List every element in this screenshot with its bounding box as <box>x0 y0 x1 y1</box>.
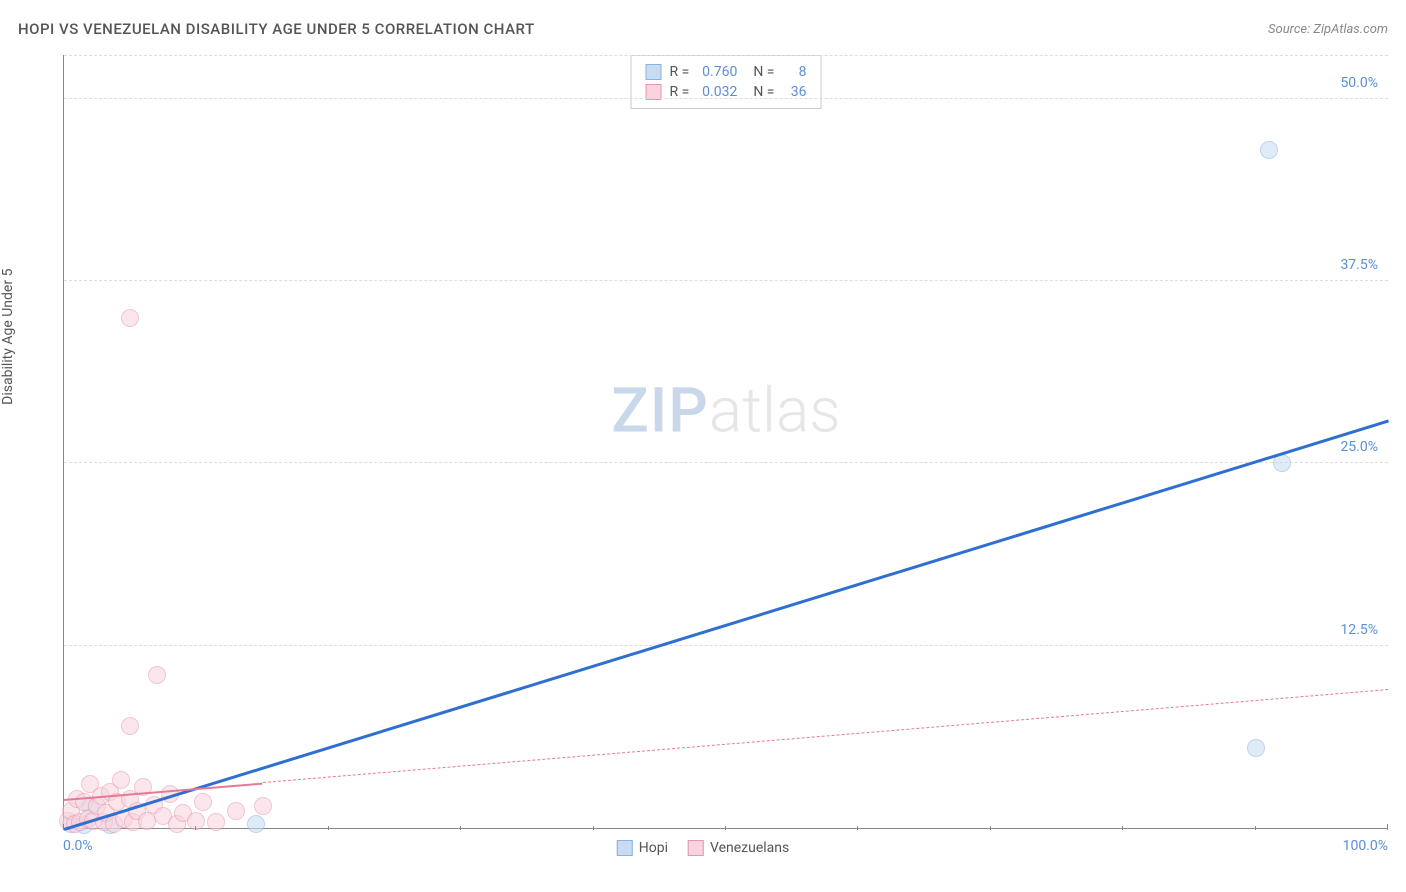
chart-header: HOPI VS VENEZUELAN DISABILITY AGE UNDER … <box>18 20 1388 38</box>
xtick-major <box>1387 824 1388 830</box>
legend-label: Hopi <box>639 840 668 856</box>
data-point-venezuelans <box>254 797 272 815</box>
watermark: ZIPatlas <box>611 374 840 447</box>
legend-swatch <box>688 840 704 856</box>
gridline <box>64 462 1388 463</box>
plot-area: ZIPatlas R = 0.760 N = 8 R =0.032N =36 12.5%… <box>63 55 1388 829</box>
xtick-minor <box>328 826 329 830</box>
stat-r-value: 0.760 <box>697 64 737 80</box>
data-point-venezuelans <box>207 813 225 831</box>
stats-row: R = 0.760 N = 8 <box>646 62 807 82</box>
legend-item: Hopi <box>617 840 668 856</box>
ytick-label: 37.5% <box>1340 257 1378 273</box>
data-point-venezuelans <box>121 309 139 327</box>
chart-container: Disability Age Under 5 ZIPatlas R =0.760… <box>18 55 1388 874</box>
data-point-hopi <box>247 815 265 833</box>
stat-r-label: R = <box>670 64 690 80</box>
xtick-label: 100.0% <box>1343 838 1388 854</box>
ytick-label: 12.5% <box>1340 622 1378 638</box>
gridline <box>64 98 1388 99</box>
xtick-minor <box>195 826 196 830</box>
data-point-hopi <box>1260 141 1278 159</box>
xtick-minor <box>725 826 726 830</box>
ytick-label: 25.0% <box>1340 439 1378 455</box>
xtick-minor <box>1122 826 1123 830</box>
xtick-label: 0.0% <box>63 838 93 854</box>
stat-n-label: N = <box>753 64 774 80</box>
xtick-major <box>63 824 64 830</box>
stat-n-value: 8 <box>782 64 806 80</box>
xtick-minor <box>857 826 858 830</box>
data-point-venezuelans <box>194 793 212 811</box>
trendline-venezuelans-dashed <box>263 689 1388 783</box>
watermark-atlas: atlas <box>709 374 841 447</box>
data-point-hopi <box>1273 454 1291 472</box>
gridline <box>64 280 1388 281</box>
y-axis-label: Disability Age Under 5 <box>0 268 16 404</box>
bottom-legend: Hopi Venezuelans <box>617 840 790 856</box>
xtick-minor <box>990 826 991 830</box>
ytick-label: 50.0% <box>1340 75 1378 91</box>
legend-item: Venezuelans <box>688 840 789 856</box>
chart-source: Source: ZipAtlas.com <box>1268 22 1388 37</box>
xtick-minor <box>593 826 594 830</box>
trendline-hopi <box>64 420 1389 831</box>
stats-box: R = 0.760 N = 8 R =0.032N =36 <box>631 55 822 109</box>
xtick-minor <box>460 826 461 830</box>
xtick-minor <box>1255 826 1256 830</box>
legend-label: Venezuelans <box>710 840 789 856</box>
legend-swatch <box>646 64 662 80</box>
stats-row: R =0.032N =36 <box>646 82 807 102</box>
data-point-venezuelans <box>112 771 130 789</box>
data-point-venezuelans <box>121 717 139 735</box>
gridline <box>64 55 1388 56</box>
data-point-venezuelans <box>227 802 245 820</box>
data-point-hopi <box>1247 739 1265 757</box>
gridline <box>64 645 1388 646</box>
legend-swatch <box>617 840 633 856</box>
chart-title: HOPI VS VENEZUELAN DISABILITY AGE UNDER … <box>18 20 535 38</box>
watermark-zip: ZIP <box>611 374 709 447</box>
data-point-venezuelans <box>187 812 205 830</box>
data-point-venezuelans <box>148 666 166 684</box>
